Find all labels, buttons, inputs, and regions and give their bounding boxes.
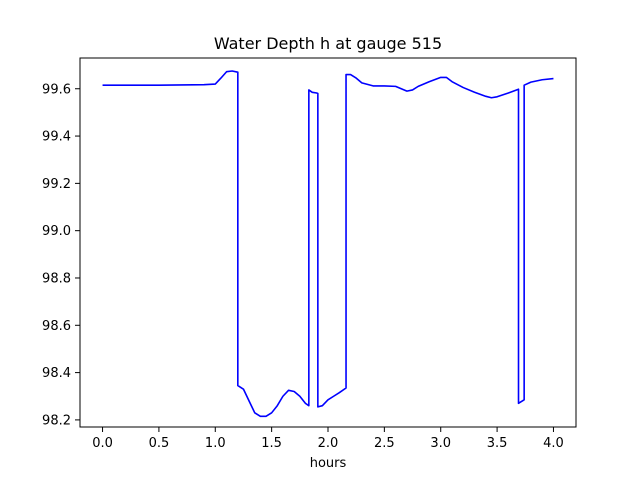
y-tick-label: 98.2 — [42, 413, 71, 428]
y-tick-label: 99.0 — [42, 224, 71, 239]
axis-ticks: 0.0 0.5 1.0 1.5 2.0 2.5 3.0 3.5 4.0 98.2 98.4 98.6 9… — [42, 82, 564, 451]
x-axis-label: hours — [310, 456, 347, 471]
x-tick-label: 3.0 — [430, 436, 451, 451]
y-tick-label: 99.6 — [42, 82, 71, 97]
series-line-0 — [102, 70, 554, 418]
y-tick-label: 99.2 — [42, 177, 71, 192]
x-tick-label: 3.5 — [487, 436, 508, 451]
y-tick-label: 98.8 — [42, 271, 71, 286]
x-tick-label: 4.0 — [543, 436, 564, 451]
y-tick-label: 99.4 — [42, 130, 71, 145]
x-tick-label: 1.5 — [261, 436, 282, 451]
x-tick-label: 0.0 — [92, 436, 113, 451]
x-tick-label: 0.5 — [149, 436, 170, 451]
x-tick-label: 2.5 — [374, 436, 395, 451]
x-tick-label: 2.0 — [318, 436, 339, 451]
x-tick-label: 1.0 — [205, 436, 226, 451]
chart-title: Water Depth h at gauge 515 — [214, 34, 442, 53]
y-tick-label: 98.4 — [42, 366, 71, 381]
y-tick-label: 98.6 — [42, 319, 71, 334]
